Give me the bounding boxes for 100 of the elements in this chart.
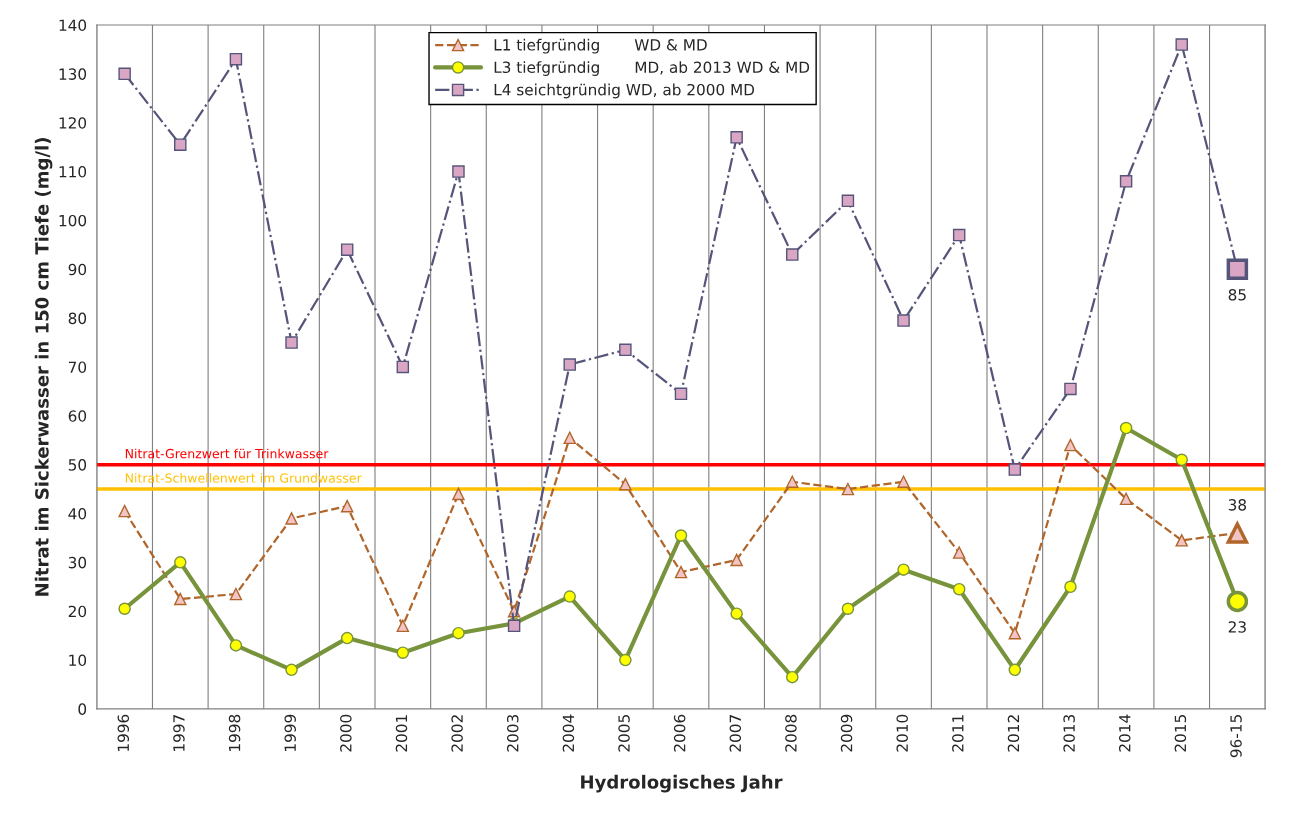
x-tick-label: 2002 [451,715,463,752]
point [174,556,187,569]
point [786,475,799,489]
legend-label: L3 tiefgründig MD, ab 2013 WD & MD [494,61,810,76]
y-tick-label: 20 [68,605,87,618]
point [285,512,298,525]
point [229,639,243,652]
x-axis-title: Hydrologisches Jahr [581,774,783,793]
point [396,360,410,374]
y-tick-label: 100 [59,214,87,227]
point [1119,175,1133,188]
point [1119,421,1133,435]
point [452,165,465,178]
y-tick-label: 70 [68,361,87,373]
point [229,52,243,66]
point [1064,382,1077,396]
point [1008,626,1022,640]
annotation: 85 [1228,288,1246,301]
annotation: 38 [1228,499,1247,511]
y-tick-label: 90 [68,263,87,276]
ref-line-label: Nitrat-Grenzwert für Trinkwasser [125,448,329,459]
legend-label: L1 tiefgründig WD & MD [494,38,707,54]
point [1175,534,1188,547]
point [1119,492,1133,506]
x-tick-label: 2006 [673,714,686,752]
x-tick-label: 2013 [1063,714,1075,752]
point [952,582,966,596]
point [1175,38,1188,51]
point [285,336,298,349]
point [1064,438,1077,452]
point [619,477,632,491]
point [841,482,855,496]
point [118,602,131,616]
point [285,663,298,677]
point [340,243,354,256]
y-tick-label: 30 [68,556,87,569]
point [563,431,576,445]
x-tick-label: 2015 [1174,715,1187,752]
x-tick-label: 2001 [395,715,408,752]
point [452,626,465,640]
x-tick-label: 2004 [562,714,575,752]
y-tick-label: 40 [68,507,87,520]
point [786,670,799,684]
point [841,602,855,616]
y-tick-label: 110 [59,166,87,178]
y-tick-label: 130 [59,68,87,80]
point [952,228,966,242]
point [897,314,910,327]
y-tick-label: 140 [59,19,87,32]
point [396,646,410,659]
point [786,248,799,261]
point [118,67,131,81]
x-tick-label: 2008 [785,714,797,752]
y-tick-label: 50 [68,459,87,471]
point [897,475,910,489]
point [730,131,743,144]
x-tick-label: 1999 [284,714,296,751]
point [563,590,576,603]
x-tick-label: 2012 [1007,715,1020,752]
x-tick-label: 96-15 [1230,715,1242,758]
point [1008,663,1022,677]
point [674,565,688,579]
x-tick-label: 2000 [340,714,352,752]
point [952,546,966,559]
ref-line-label: Nitrat-Schwellenwert im Grundwasser [125,473,362,483]
x-tick-label: 2007 [729,715,742,752]
legend-label: L4 seichtgründig WD, ab 2000 MD [494,83,755,99]
y-tick-label: 0 [78,703,87,715]
x-tick-label: 2011 [952,715,964,752]
point [841,194,855,208]
point [118,504,131,518]
y-tick-label: 10 [69,654,87,667]
x-tick-label: 1998 [228,714,241,751]
y-axis-title: Nitrat im Sickerwasser in 150 cm Tiefe (mg/l) [34,138,53,596]
point [897,563,910,576]
x-tick-label: 1996 [117,714,130,751]
x-tick-label: 2014 [1118,714,1131,752]
point [340,631,354,645]
annotation: 23 [1228,621,1246,633]
y-tick-label: 120 [59,117,87,129]
point [563,358,576,371]
point [340,499,354,513]
point [619,343,632,357]
point [174,592,187,606]
x-tick-label: 1997 [173,715,185,751]
point [1064,580,1077,594]
point [1008,463,1022,476]
point [674,387,688,401]
point [674,529,688,542]
y-tick-label: 80 [68,312,87,325]
x-tick-label: 2009 [840,714,853,752]
point [229,587,243,601]
point [174,138,187,151]
point [730,607,743,620]
x-tick-label: 2005 [618,715,630,752]
point [619,653,632,667]
point [396,619,410,633]
point [730,553,743,567]
y-tick-label: 60 [68,410,87,422]
point [1175,453,1188,467]
